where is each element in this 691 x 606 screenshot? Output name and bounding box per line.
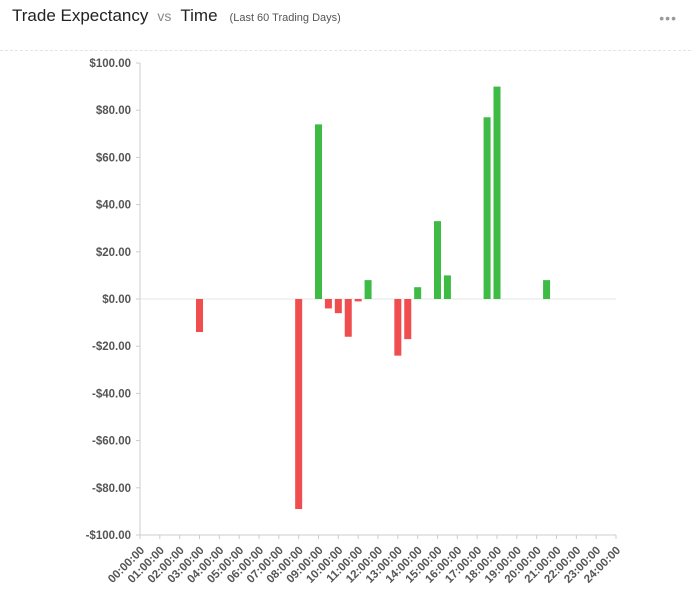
bars (196, 86, 551, 510)
bar-positive[interactable] (315, 124, 322, 299)
x-axis: 00:00:0001:00:0002:00:0003:00:0004:00:00… (106, 534, 623, 586)
chart-title: Trade Expectancy vs Time (Last 60 Tradin… (12, 6, 341, 26)
y-tick-label: $100.00 (89, 58, 131, 70)
bar-negative[interactable] (394, 299, 402, 356)
bar-negative[interactable] (334, 299, 342, 314)
y-tick-label: $60.00 (96, 152, 131, 164)
bar-negative[interactable] (354, 299, 362, 302)
y-tick-label: -$100.00 (86, 530, 131, 542)
y-tick-label: $40.00 (96, 200, 131, 212)
bar-negative[interactable] (344, 299, 352, 337)
bar-positive[interactable] (543, 280, 551, 299)
chart-subtitle: (Last 60 Trading Days) (229, 12, 341, 24)
bar-negative[interactable] (196, 299, 203, 333)
bar-negative[interactable] (324, 299, 332, 309)
bar-positive[interactable] (483, 117, 491, 299)
title-dimension: Time (180, 6, 218, 25)
y-axis: -$100.00 -$80.00 -$60.00 -$40.00 -$20.00 $0.0… (86, 58, 616, 542)
title-vs: vs (157, 8, 172, 24)
title-metric: Trade Expectancy (12, 6, 149, 25)
y-tick-label: -$20.00 (92, 341, 131, 353)
card-header: Trade Expectancy vs Time (Last 60 Tradin… (0, 0, 691, 51)
y-tick-label: $20.00 (96, 247, 131, 259)
y-tick-label: $0.00 (102, 294, 131, 306)
bar-positive[interactable] (493, 86, 501, 299)
y-tick-label: -$60.00 (92, 436, 131, 448)
bar-positive[interactable] (364, 280, 372, 299)
y-tick-label: -$40.00 (92, 388, 131, 400)
bar-positive[interactable] (414, 287, 422, 299)
bar-negative[interactable] (295, 299, 303, 510)
bar-positive[interactable] (434, 221, 441, 299)
y-tick-label: -$80.00 (92, 483, 131, 495)
bar-negative[interactable] (404, 299, 412, 340)
bar-positive[interactable] (443, 275, 451, 299)
more-horizontal-icon[interactable]: ••• (659, 10, 677, 26)
y-tick-label: $80.00 (96, 105, 131, 117)
